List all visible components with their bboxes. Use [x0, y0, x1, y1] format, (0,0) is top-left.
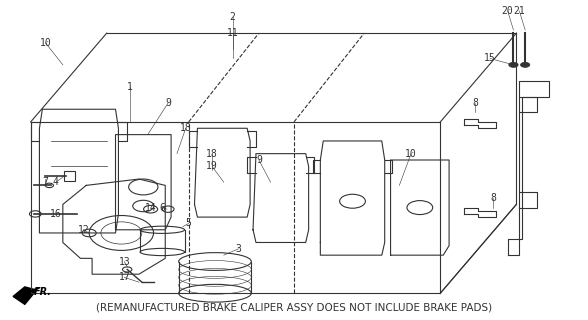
- Text: 3: 3: [235, 244, 241, 254]
- Circle shape: [520, 62, 530, 68]
- Text: 18: 18: [180, 123, 192, 133]
- Text: 20: 20: [502, 6, 513, 16]
- Text: 19: 19: [206, 161, 218, 171]
- Text: 15: 15: [484, 53, 496, 63]
- Text: 10: 10: [39, 38, 51, 48]
- Text: 6: 6: [159, 203, 165, 212]
- Text: 1: 1: [127, 82, 133, 92]
- Text: 9: 9: [256, 155, 262, 165]
- Text: 21: 21: [513, 6, 525, 16]
- Text: 14: 14: [145, 203, 156, 212]
- Text: 13: 13: [118, 257, 130, 267]
- Text: 8: 8: [473, 98, 479, 108]
- Bar: [64, 171, 75, 180]
- Text: 17: 17: [118, 272, 130, 282]
- Polygon shape: [13, 287, 36, 304]
- Text: 16: 16: [50, 209, 62, 219]
- Text: 11: 11: [227, 28, 238, 38]
- Text: 18: 18: [206, 149, 218, 159]
- Text: 8: 8: [490, 193, 496, 203]
- Text: 4: 4: [53, 177, 59, 187]
- Text: 2: 2: [230, 12, 235, 22]
- Text: 5: 5: [186, 219, 192, 228]
- Text: (REMANUFACTURED BRAKE CALIPER ASSY DOES NOT INCLUDE BRAKE PADS): (REMANUFACTURED BRAKE CALIPER ASSY DOES …: [96, 302, 492, 312]
- Text: 9: 9: [165, 98, 171, 108]
- Text: 7: 7: [42, 177, 48, 187]
- Text: 10: 10: [405, 149, 417, 159]
- Circle shape: [509, 62, 518, 68]
- Text: 12: 12: [78, 225, 89, 235]
- Text: FR.: FR.: [34, 287, 52, 297]
